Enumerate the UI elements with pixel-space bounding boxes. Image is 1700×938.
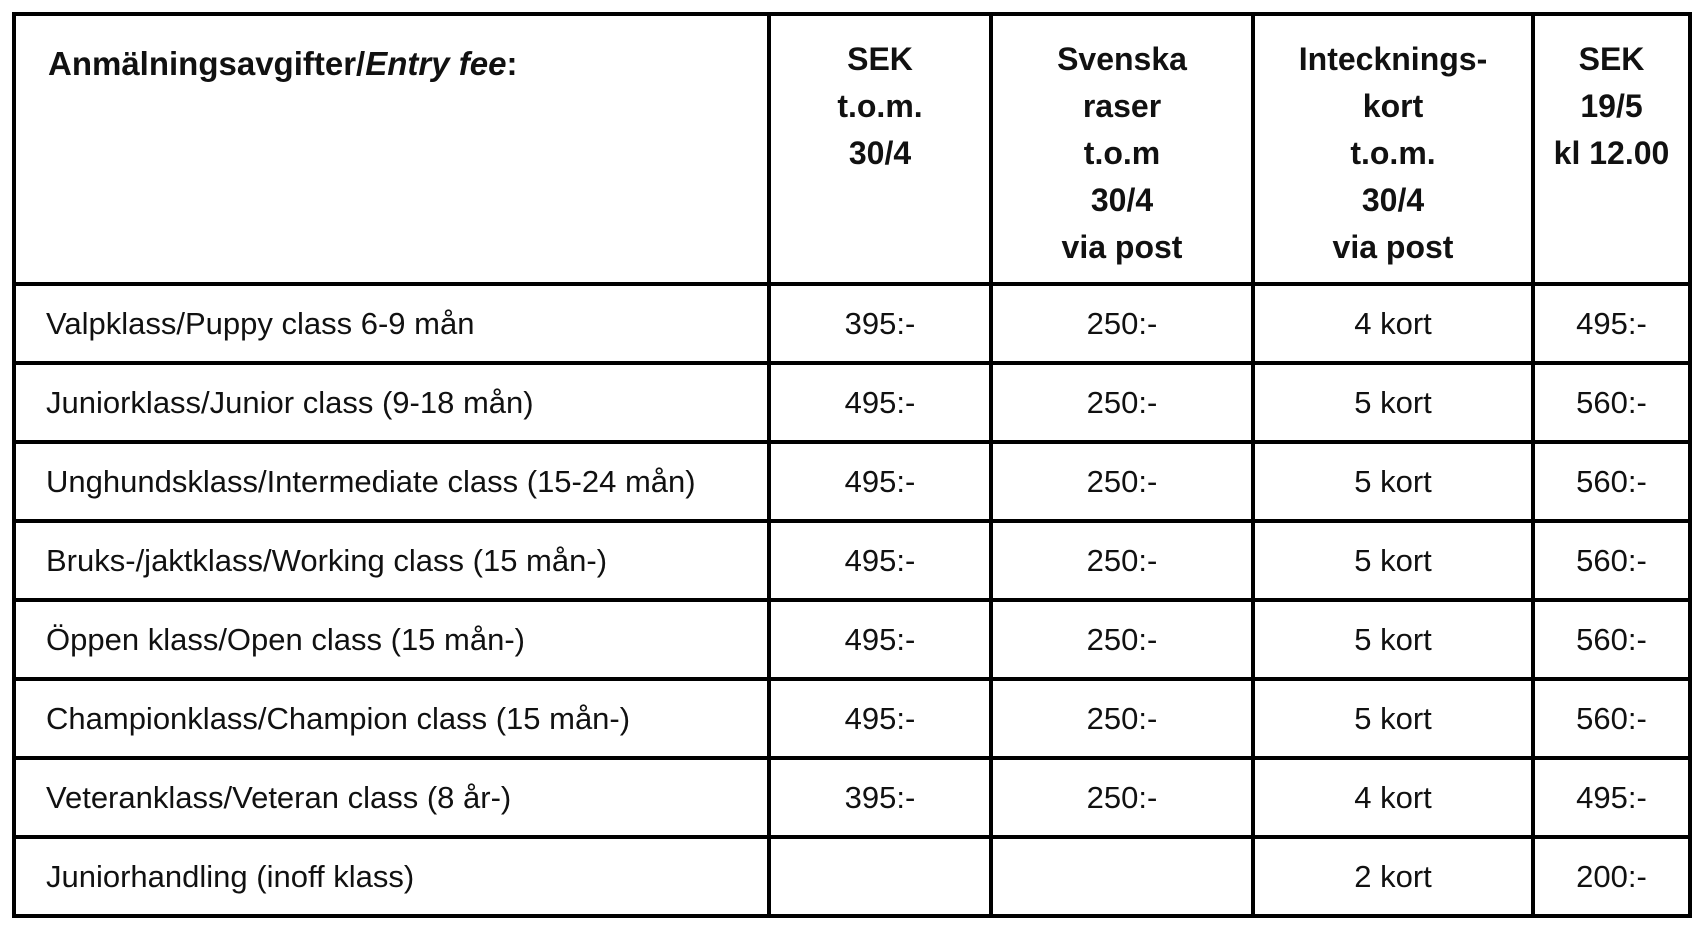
- header-entry-fee-swedish: Anmälningsavgifter/: [48, 45, 366, 82]
- inteckningskort-count: 5 kort: [1251, 598, 1535, 681]
- fee-sek-tom: 495:-: [767, 598, 993, 681]
- header-entry-fee-colon: :: [506, 45, 518, 82]
- entry-fee-table: Anmälningsavgifter/Entry fee: SEK t.o.m.…: [12, 12, 1692, 918]
- fee-sek-tom: 495:-: [767, 440, 993, 523]
- header-line: SEK: [847, 41, 913, 77]
- header-inteckningskort: Intecknings- kort t.o.m. 30/4 via post: [1251, 12, 1535, 286]
- class-label: Öppen klass/Open class (15 mån-): [12, 598, 771, 681]
- fee-sek-tom: 395:-: [767, 756, 993, 839]
- table-row-juniorklass: Juniorklass/Junior class (9-18 mån) 495:…: [12, 361, 1692, 444]
- table-header: Anmälningsavgifter/Entry fee: SEK t.o.m.…: [12, 12, 1692, 286]
- header-entry-fee-english: Entry fee: [365, 45, 507, 82]
- header-line: via post: [1061, 229, 1183, 265]
- inteckningskort-count: 4 kort: [1251, 756, 1535, 839]
- class-label: Championklass/Champion class (15 mån-): [12, 677, 771, 760]
- header-line: SEK: [1578, 41, 1645, 77]
- fee-svenska-raser: 250:-: [989, 677, 1255, 760]
- inteckningskort-count: 5 kort: [1251, 519, 1535, 602]
- header-line: Intecknings-: [1298, 41, 1488, 77]
- inteckningskort-count: 4 kort: [1251, 282, 1535, 365]
- fee-svenska-raser: 250:-: [989, 756, 1255, 839]
- header-sek-19-5: SEK 19/5 kl 12.00: [1531, 12, 1692, 286]
- class-label: Unghundsklass/Intermediate class (15-24 …: [12, 440, 771, 523]
- fee-sek-late: 495:-: [1531, 282, 1692, 365]
- inteckningskort-count: 5 kort: [1251, 440, 1535, 523]
- header-line: t.o.m: [1083, 135, 1161, 171]
- fee-sek-tom: [767, 835, 993, 918]
- header-entry-fee: Anmälningsavgifter/Entry fee:: [12, 12, 771, 286]
- header-line: 30/4: [1361, 182, 1425, 218]
- header-line: via post: [1332, 229, 1454, 265]
- fee-sek-late: 495:-: [1531, 756, 1692, 839]
- fee-sek-late: 560:-: [1531, 598, 1692, 681]
- fee-sek-tom: 495:-: [767, 677, 993, 760]
- fee-sek-tom: 495:-: [767, 361, 993, 444]
- inteckningskort-count: 2 kort: [1251, 835, 1535, 918]
- fee-sek-late: 200:-: [1531, 835, 1692, 918]
- header-line: Svenska: [1057, 41, 1187, 77]
- header-line: 30/4: [848, 135, 912, 171]
- table-row-veteranklass: Veteranklass/Veteran class (8 år-) 395:-…: [12, 756, 1692, 839]
- class-label: Valpklass/Puppy class 6-9 mån: [12, 282, 771, 365]
- fee-sek-tom: 395:-: [767, 282, 993, 365]
- fee-svenska-raser: 250:-: [989, 440, 1255, 523]
- header-row: Anmälningsavgifter/Entry fee: SEK t.o.m.…: [12, 12, 1692, 286]
- fee-sek-tom: 495:-: [767, 519, 993, 602]
- table-row-bruks-jaktklass: Bruks-/jaktklass/Working class (15 mån-)…: [12, 519, 1692, 602]
- class-label: Veteranklass/Veteran class (8 år-): [12, 756, 771, 839]
- fee-sek-late: 560:-: [1531, 361, 1692, 444]
- header-line: raser: [1082, 88, 1162, 124]
- fee-sek-late: 560:-: [1531, 440, 1692, 523]
- table-row-championklass: Championklass/Champion class (15 mån-) 4…: [12, 677, 1692, 760]
- table-row-unghundsklass: Unghundsklass/Intermediate class (15-24 …: [12, 440, 1692, 523]
- fee-svenska-raser: 250:-: [989, 282, 1255, 365]
- inteckningskort-count: 5 kort: [1251, 361, 1535, 444]
- fee-svenska-raser: 250:-: [989, 598, 1255, 681]
- header-line: 19/5: [1580, 88, 1643, 124]
- fee-svenska-raser: 250:-: [989, 519, 1255, 602]
- table-row-juniorhandling: Juniorhandling (inoff klass) 2 kort 200:…: [12, 835, 1692, 918]
- header-line: kort: [1362, 88, 1424, 124]
- table-body: Valpklass/Puppy class 6-9 mån 395:- 250:…: [12, 282, 1692, 918]
- header-svenska-raser: Svenska raser t.o.m 30/4 via post: [989, 12, 1255, 286]
- inteckningskort-count: 5 kort: [1251, 677, 1535, 760]
- header-line: t.o.m.: [1350, 135, 1436, 171]
- class-label: Juniorhandling (inoff klass): [12, 835, 771, 918]
- class-label: Bruks-/jaktklass/Working class (15 mån-): [12, 519, 771, 602]
- header-line: 30/4: [1090, 182, 1154, 218]
- class-label: Juniorklass/Junior class (9-18 mån): [12, 361, 771, 444]
- header-line: t.o.m.: [837, 88, 923, 124]
- fee-svenska-raser: 250:-: [989, 361, 1255, 444]
- table-row-valpklass: Valpklass/Puppy class 6-9 mån 395:- 250:…: [12, 282, 1692, 365]
- fee-sek-late: 560:-: [1531, 677, 1692, 760]
- fee-svenska-raser: [989, 835, 1255, 918]
- header-sek-tom-30-4: SEK t.o.m. 30/4: [767, 12, 993, 286]
- table-row-oppen-klass: Öppen klass/Open class (15 mån-) 495:- 2…: [12, 598, 1692, 681]
- header-line: kl 12.00: [1553, 135, 1670, 171]
- fee-sek-late: 560:-: [1531, 519, 1692, 602]
